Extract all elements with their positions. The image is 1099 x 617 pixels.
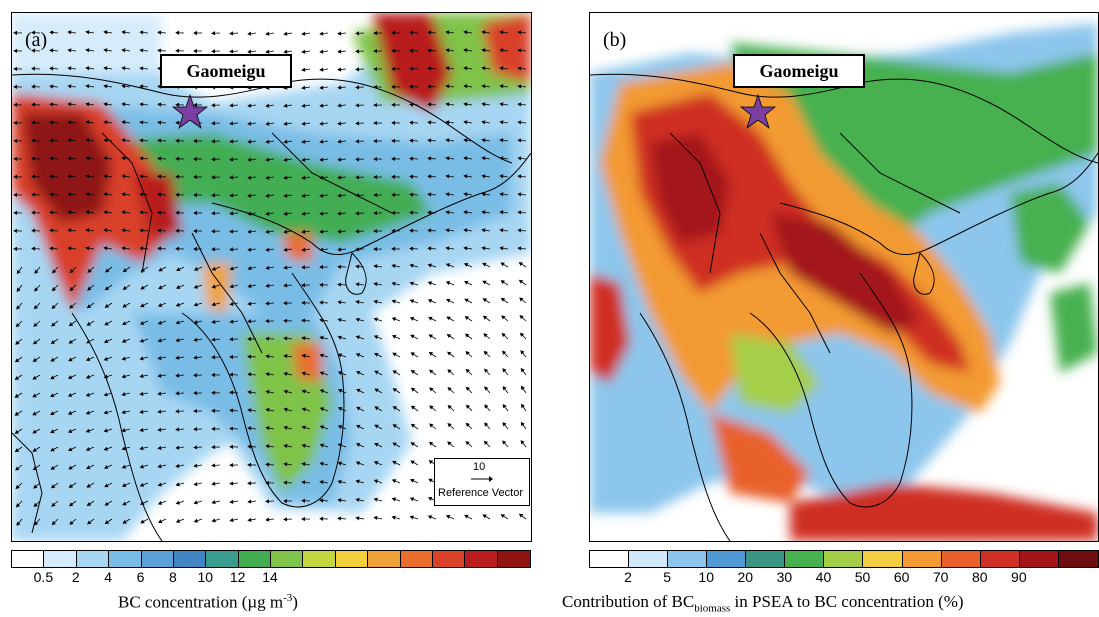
colorbar-swatch (400, 551, 433, 567)
colorbar-swatch (746, 551, 786, 567)
colorbar-a (11, 550, 531, 568)
gaomeigu-star-marker (739, 93, 777, 130)
colorbar-swatch (629, 551, 669, 567)
colorbar-swatch (303, 551, 336, 567)
colorbar-swatch (824, 551, 864, 567)
wind-vector-field (13, 30, 527, 526)
colorbar-swatch (707, 551, 747, 567)
colorbar-b-title: Contribution of BCbiomass in PSEA to BC … (562, 592, 964, 615)
colorbar-tick-label: 50 (854, 569, 871, 585)
colorbar-tick-label: 2 (71, 569, 80, 585)
reference-arrow-icon (471, 476, 493, 482)
colorbar-b-ticks: 2 5 10 20 30 40 50 60 70 80 90 (589, 569, 1097, 587)
colorbar-tick-label: 5 (663, 569, 672, 585)
colorbar-swatch (590, 551, 630, 567)
reference-vector-label: Reference Vector (438, 487, 523, 499)
site-label-box: Gaomeigu (733, 54, 865, 88)
panel-label: (a) (25, 29, 48, 51)
colorbar-swatch (238, 551, 271, 567)
bc-biomass-contribution-field (590, 13, 1098, 541)
colorbar-tick-label: 2 (624, 569, 632, 585)
colorbar-swatch (76, 551, 110, 567)
colorbar-tick-label: 20 (737, 569, 754, 585)
colorbar-tick-label: 14 (262, 569, 278, 585)
reference-vector-legend: 10 Reference Vector (434, 458, 530, 506)
colorbar-swatch (1019, 551, 1059, 567)
colorbar-tick-label: 10 (197, 569, 214, 585)
colorbar-tick-label: 80 (971, 569, 988, 585)
colorbar-tick-label: 10 (698, 569, 715, 585)
colorbar-tick-label: 12 (229, 569, 246, 585)
map-panel-b: (b) Gaomeigu (589, 12, 1099, 542)
colorbar-swatch (44, 551, 77, 567)
colorbar-a-title: BC concentration (µg m-3) (118, 592, 298, 612)
colorbar-swatch (432, 551, 466, 567)
colorbar-tick-label: 30 (776, 569, 793, 585)
bc-concentration-field (12, 13, 531, 541)
colorbar-tick-label: 40 (815, 569, 832, 585)
colorbar-tick-label: 90 (1011, 569, 1027, 585)
colorbar-swatch (206, 551, 239, 567)
colorbar-tick-label: 60 (893, 569, 910, 585)
colorbar-swatch (980, 551, 1020, 567)
colorbar-swatch (902, 551, 942, 567)
colorbar-swatch (141, 551, 174, 567)
colorbar-swatch (12, 551, 45, 567)
colorbar-tick-label: 8 (168, 569, 177, 585)
colorbar-swatch (785, 551, 825, 567)
colorbar-swatch (109, 551, 142, 567)
reference-vector-value: 10 (473, 461, 486, 473)
colorbar-swatch (1058, 551, 1098, 567)
colorbar-swatch (173, 551, 207, 567)
colorbar-tick-label: 0.5 (33, 569, 54, 585)
colorbar-tick-label: 6 (136, 569, 145, 585)
map-panel-a: (a) Gaomeigu 10 Reference Vector (11, 12, 532, 542)
gaomeigu-star-marker (171, 93, 209, 130)
colorbar-swatch (668, 551, 708, 567)
panel-label: (b) (603, 29, 627, 51)
colorbar-swatch (465, 551, 498, 567)
colorbar-swatch (335, 551, 369, 567)
colorbar-swatch (941, 551, 981, 567)
colorbar-a-ticks: 0.5 2 4 6 8 10 12 14 (11, 569, 529, 587)
colorbar-swatch (271, 551, 304, 567)
colorbar-swatch (863, 551, 903, 567)
colorbar-swatch (497, 551, 530, 567)
colorbar-tick-label: 4 (104, 569, 113, 585)
colorbar-tick-label: 70 (932, 569, 949, 585)
colorbar-b (589, 550, 1099, 568)
colorbar-swatch (368, 551, 401, 567)
site-label-box: Gaomeigu (160, 54, 292, 88)
